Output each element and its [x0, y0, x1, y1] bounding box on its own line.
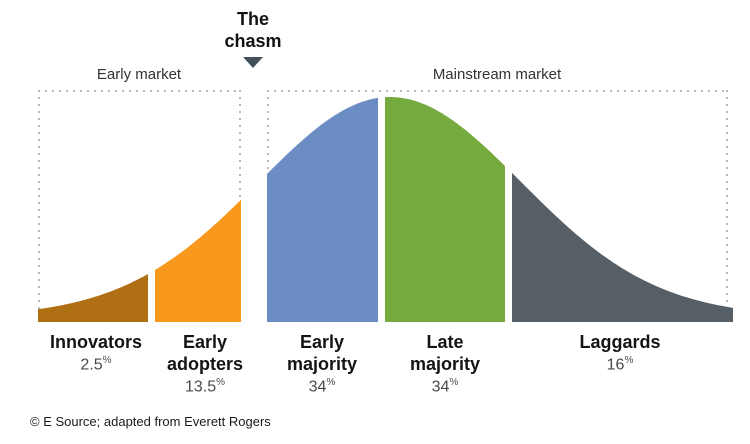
segment-laggards — [512, 172, 733, 322]
early-market-label: Early market — [96, 66, 182, 83]
label-innovators: Innovators 2.5% — [35, 331, 157, 374]
label-laggards: Laggards 16% — [545, 331, 695, 374]
segment-early-majority — [267, 97, 378, 323]
segment-innovators — [38, 274, 148, 322]
segment-percent: 16% — [606, 355, 634, 374]
label-early-adopters: Early adopters 13.5% — [150, 331, 260, 396]
label-late-majority: Late majority 34% — [390, 331, 500, 396]
segment-late-majority — [385, 97, 505, 322]
segment-name: Early majority — [286, 332, 358, 374]
segment-early-adopters — [155, 199, 241, 322]
adoption-curve-svg — [38, 97, 733, 323]
chasm-annotation-line1: The — [236, 9, 269, 29]
source-attribution: © E Source; adapted from Everett Rogers — [30, 414, 271, 429]
segment-name: Innovators — [49, 332, 142, 352]
segment-percent: 34% — [308, 377, 336, 396]
label-early-majority: Early majority 34% — [267, 331, 377, 396]
segment-name: Laggards — [579, 332, 661, 352]
segment-percent: 2.5% — [80, 355, 112, 374]
chasm-annotation: The chasm — [193, 8, 313, 52]
segment-percent: 34% — [431, 377, 459, 396]
segment-percent: 13.5% — [184, 377, 226, 396]
segment-name: Late majority — [409, 332, 481, 374]
chasm-arrow-down-icon — [243, 57, 263, 68]
mainstream-market-label: Mainstream market — [432, 66, 562, 83]
chasm-annotation-line2: chasm — [224, 31, 282, 51]
segment-name: Early adopters — [166, 332, 244, 374]
